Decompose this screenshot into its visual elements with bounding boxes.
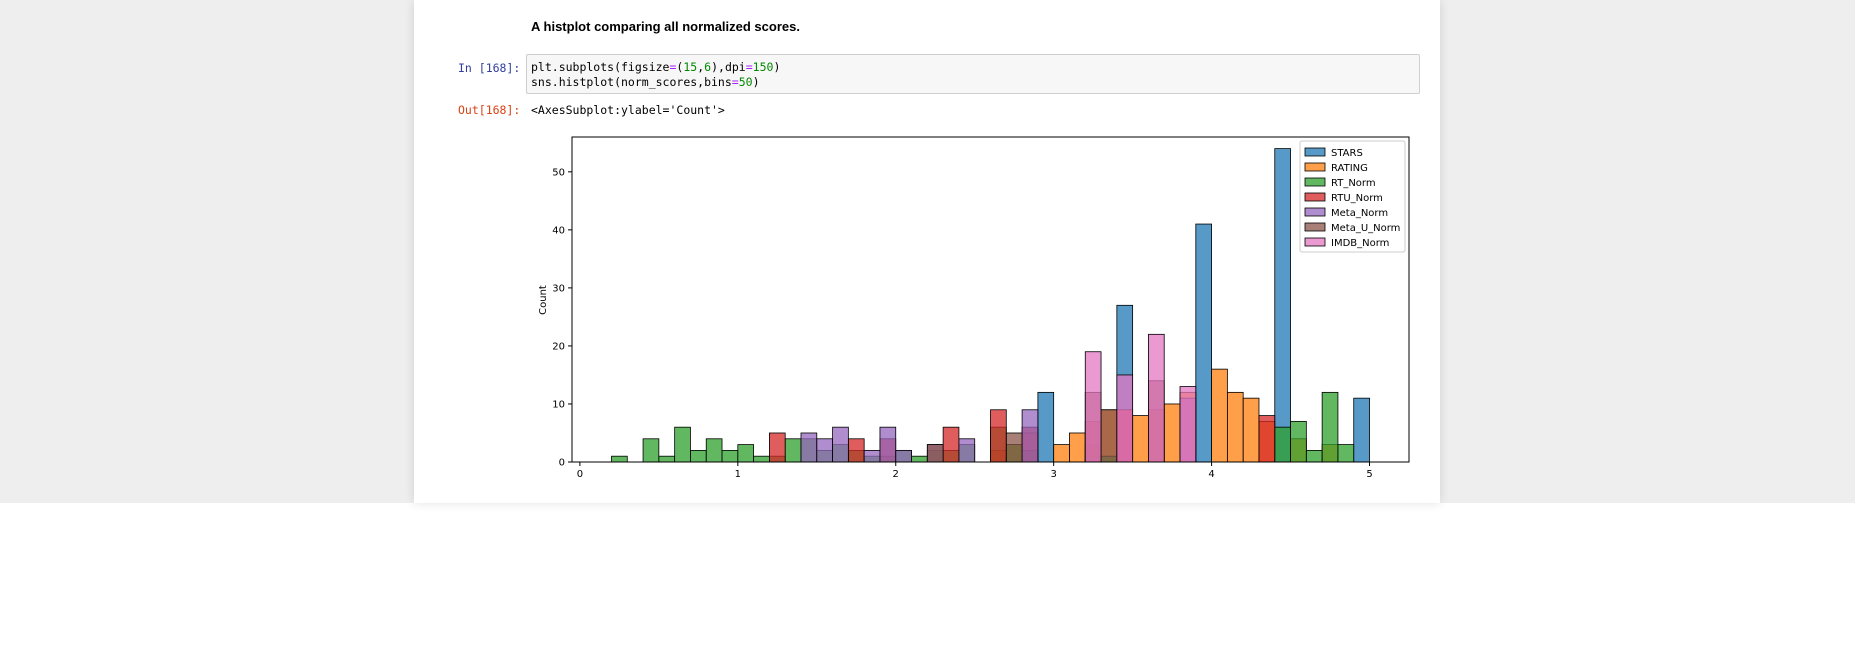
bar-rt-norm bbox=[1305, 449, 1323, 463]
x-tick-label: 4 bbox=[1208, 469, 1214, 480]
legend-swatch-rating bbox=[1304, 162, 1326, 172]
bar-meta-norm bbox=[800, 432, 818, 463]
bar-imdb-norm bbox=[1116, 374, 1134, 463]
code-number: 15 bbox=[683, 60, 698, 74]
y-tick-label: 0 bbox=[559, 458, 565, 469]
legend-label-meta-norm: Meta_Norm bbox=[1331, 208, 1388, 219]
legend-label-rtu-norm: RTU_Norm bbox=[1331, 193, 1383, 204]
legend-label-meta-u-norm: Meta_U_Norm bbox=[1331, 223, 1400, 234]
bar-rating bbox=[1069, 432, 1086, 463]
bar-rt-norm bbox=[721, 449, 739, 463]
x-tick-label: 2 bbox=[893, 469, 899, 480]
bar-rt-norm bbox=[658, 455, 676, 463]
bar-rtu-norm bbox=[847, 438, 865, 463]
code-cell[interactable]: plt.subplots(figsize=(15,6),dpi=150) sns… bbox=[526, 54, 1420, 94]
bar-meta-norm bbox=[895, 449, 912, 463]
y-tick-label: 20 bbox=[552, 341, 565, 352]
bar-meta-norm bbox=[816, 438, 833, 463]
bar-rt-norm bbox=[611, 455, 628, 463]
markdown-cell-text: A histplot comparing all normalized scor… bbox=[531, 19, 800, 34]
code-line-2[interactable]: sns.histplot(norm_scores,bins=50) bbox=[531, 75, 760, 89]
output-text: <AxesSubplot:ylabel='Count'> bbox=[531, 103, 725, 117]
y-tick-label: 30 bbox=[552, 283, 565, 294]
bar-meta-norm bbox=[958, 438, 976, 463]
x-tick-label: 1 bbox=[735, 469, 741, 480]
bar-stars bbox=[1353, 397, 1370, 463]
bar-rt-norm bbox=[690, 449, 707, 463]
y-axis-label: Count bbox=[538, 285, 549, 315]
axes-frame bbox=[571, 136, 1410, 463]
code-token: ( bbox=[676, 60, 684, 74]
bar-rt-norm bbox=[753, 455, 770, 463]
bar-rtu-norm bbox=[769, 432, 786, 463]
bar-stars bbox=[1195, 223, 1212, 463]
legend-swatch-meta-u-norm bbox=[1304, 222, 1326, 232]
code-operator: = bbox=[669, 60, 677, 74]
legend-label-rt-norm: RT_Norm bbox=[1331, 178, 1376, 189]
bar-rtu-norm bbox=[942, 426, 960, 463]
legend-label-rating: RATING bbox=[1331, 163, 1368, 174]
y-tick-label: 10 bbox=[552, 399, 565, 410]
code-token: ),dpi bbox=[711, 60, 746, 74]
code-token: plt.subplots(figsize bbox=[531, 60, 670, 74]
x-tick-label: 0 bbox=[577, 469, 583, 480]
bar-rating bbox=[1163, 403, 1181, 463]
bar-stars bbox=[1274, 148, 1291, 463]
output-prompt: Out[168]: bbox=[458, 103, 521, 117]
legend-swatch-stars bbox=[1304, 147, 1326, 157]
code-token: ) bbox=[752, 75, 760, 89]
legend-label-imdb-norm: IMDB_Norm bbox=[1331, 238, 1389, 249]
bar-rt-norm bbox=[911, 455, 928, 463]
bar-rtu-norm bbox=[990, 409, 1007, 463]
bar-rt-norm bbox=[737, 444, 755, 463]
code-number: 150 bbox=[752, 60, 774, 74]
code-token: , bbox=[697, 60, 705, 74]
code-number: 50 bbox=[738, 75, 753, 89]
input-prompt: In [168]: bbox=[458, 61, 521, 75]
code-number: 6 bbox=[704, 60, 712, 74]
bar-rt-norm bbox=[784, 438, 802, 463]
bar-rating bbox=[1226, 391, 1244, 463]
bar-rtu-norm bbox=[1258, 415, 1276, 463]
bar-rt-norm bbox=[1274, 426, 1291, 463]
code-token: ) bbox=[773, 60, 781, 74]
legend-swatch-meta-norm bbox=[1304, 207, 1326, 217]
y-tick-label: 50 bbox=[552, 167, 565, 178]
x-tick-label: 5 bbox=[1366, 469, 1372, 480]
bar-meta-norm bbox=[863, 449, 881, 463]
bar-rt-norm bbox=[1321, 391, 1339, 463]
bar-rt-norm bbox=[674, 426, 691, 463]
bar-rt-norm bbox=[1290, 420, 1307, 463]
code-operator: = bbox=[745, 60, 753, 74]
bar-rt-norm bbox=[1337, 444, 1355, 463]
bar-rating bbox=[1053, 444, 1070, 463]
bar-imdb-norm bbox=[1084, 351, 1102, 463]
bar-rt-norm bbox=[642, 438, 660, 463]
bar-meta-norm bbox=[832, 426, 849, 463]
bar-meta-u-norm bbox=[926, 444, 944, 463]
code-token: sns.histplot(norm_scores,bins bbox=[531, 75, 732, 89]
y-tick-label: 40 bbox=[552, 225, 565, 236]
x-tick-label: 3 bbox=[1050, 469, 1056, 480]
bar-meta-u-norm bbox=[1100, 409, 1118, 463]
bar-rating bbox=[1132, 415, 1149, 463]
bar-imdb-norm bbox=[1148, 333, 1165, 463]
bar-imdb-norm bbox=[1179, 386, 1197, 463]
legend-swatch-imdb-norm bbox=[1304, 237, 1326, 247]
bar-rating bbox=[1242, 397, 1260, 463]
legend-swatch-rtu-norm bbox=[1304, 192, 1326, 202]
bar-rating bbox=[1211, 368, 1228, 463]
legend-swatch-rt-norm bbox=[1304, 177, 1326, 187]
legend-label-stars: STARS bbox=[1331, 148, 1363, 159]
code-operator: = bbox=[731, 75, 739, 89]
legend-box bbox=[1299, 140, 1406, 253]
bar-meta-u-norm bbox=[1005, 432, 1023, 463]
bar-meta-norm bbox=[879, 426, 897, 463]
bar-meta-norm bbox=[1021, 409, 1039, 463]
bar-rt-norm bbox=[705, 438, 723, 463]
bar-stars bbox=[1037, 391, 1055, 463]
code-line-1[interactable]: plt.subplots(figsize=(15,6),dpi=150) bbox=[531, 60, 780, 74]
